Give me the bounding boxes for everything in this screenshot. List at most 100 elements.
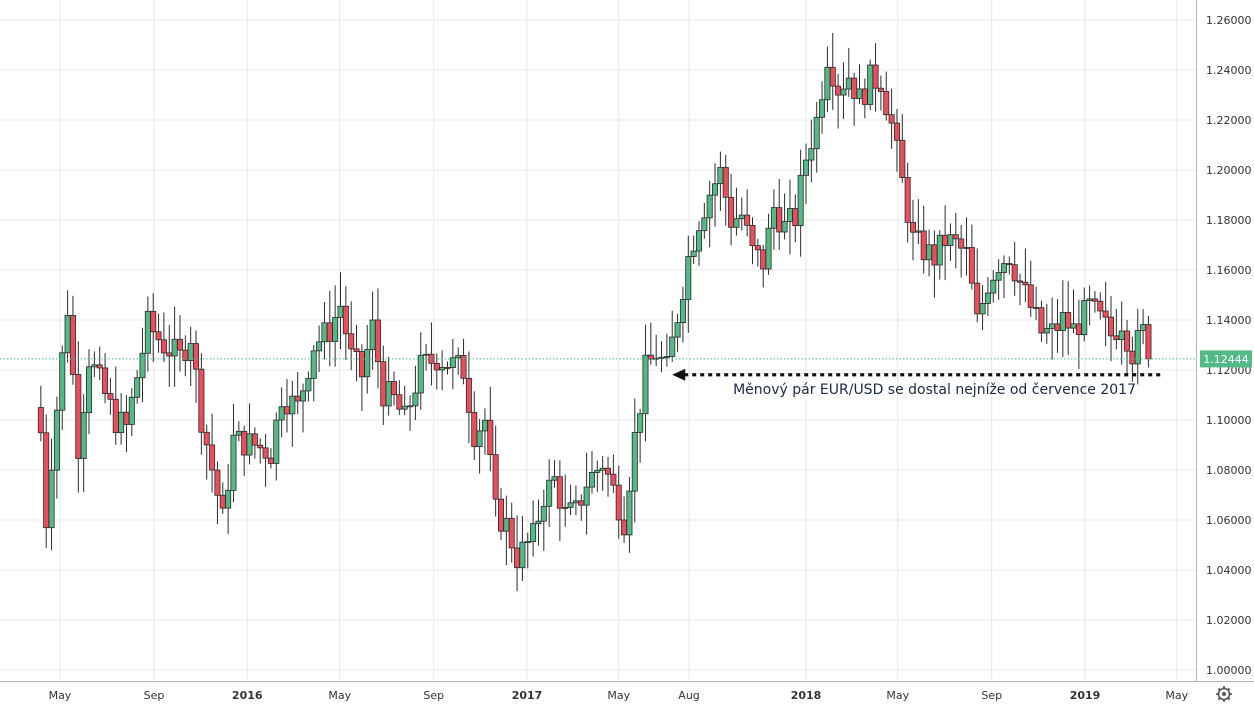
candle	[524, 532, 531, 569]
candle	[118, 393, 125, 445]
candle	[556, 460, 563, 541]
candle	[294, 371, 301, 415]
candle-body	[621, 519, 628, 536]
candle	[712, 163, 719, 227]
candle	[209, 413, 216, 493]
candle	[1049, 297, 1056, 360]
candle-body	[695, 230, 702, 252]
candle-body	[96, 364, 103, 369]
candle-body	[235, 430, 242, 436]
candle-body	[433, 362, 440, 371]
x-tick-label: 2016	[232, 689, 263, 702]
candle	[96, 346, 103, 380]
candle-body	[1086, 298, 1093, 301]
candle-body	[899, 139, 906, 178]
candle-body	[669, 336, 676, 357]
candle	[706, 180, 713, 248]
candle-body	[107, 393, 114, 400]
candle-body	[102, 367, 109, 394]
candle	[214, 461, 221, 525]
candle	[963, 217, 970, 276]
candle	[530, 500, 537, 557]
y-tick-label: 1.06000	[1206, 514, 1252, 527]
candle-body	[417, 354, 424, 394]
candle-body	[535, 520, 542, 525]
candle	[225, 464, 232, 535]
x-tick-label: Sep	[144, 689, 165, 702]
candle-body	[1070, 323, 1077, 329]
candle	[80, 394, 87, 493]
candle-body	[144, 310, 151, 354]
candle-body	[508, 517, 515, 549]
candle	[572, 485, 579, 516]
candle-body	[75, 374, 82, 459]
candle-body	[920, 230, 927, 261]
candle-body	[610, 473, 617, 486]
x-tick-label: May	[328, 689, 351, 702]
candle	[562, 474, 569, 527]
candle	[883, 71, 890, 121]
candle	[241, 425, 248, 477]
candle	[43, 414, 50, 548]
candle-body	[588, 472, 595, 488]
candle	[86, 349, 93, 435]
candle-body	[246, 433, 253, 456]
candle	[840, 62, 847, 120]
candle-body	[926, 244, 933, 261]
candle-body	[449, 357, 456, 368]
x-tick-label: Sep	[423, 689, 444, 702]
candle-body	[540, 505, 547, 522]
candle	[380, 345, 387, 425]
candle	[1065, 281, 1072, 355]
y-tick-label: 1.02000	[1206, 614, 1252, 627]
candle	[492, 425, 499, 517]
candle	[551, 460, 558, 488]
candle	[733, 187, 740, 236]
candle	[872, 43, 879, 112]
candle	[59, 345, 66, 431]
candle-body	[749, 224, 756, 247]
candle-body	[1065, 312, 1072, 329]
candle	[1145, 315, 1152, 368]
settings-button[interactable]	[1216, 686, 1232, 702]
candle-body	[369, 319, 376, 351]
candle-body	[176, 338, 183, 351]
candle-body	[942, 234, 949, 246]
candle	[621, 496, 628, 543]
y-tick-label: 1.10000	[1206, 414, 1252, 427]
candle	[1118, 301, 1125, 365]
candle-body	[198, 368, 205, 433]
candle-body	[936, 234, 943, 266]
candle	[407, 395, 414, 431]
candle	[738, 197, 745, 231]
candle-body	[342, 305, 349, 335]
candle-body	[59, 352, 66, 411]
candle	[326, 290, 333, 367]
candle-body	[219, 494, 226, 509]
candle	[926, 229, 933, 277]
candle	[112, 366, 119, 445]
candle	[342, 286, 349, 360]
candle	[1043, 303, 1050, 344]
candle-body	[1027, 284, 1034, 308]
candle-body	[155, 331, 162, 341]
y-tick-label: 1.26000	[1206, 14, 1252, 27]
candle	[861, 78, 868, 119]
candle-body	[797, 174, 804, 227]
candle-body	[225, 489, 232, 509]
candle	[300, 383, 307, 433]
candle-body	[931, 244, 938, 266]
candle	[1086, 285, 1093, 326]
candle	[754, 238, 761, 267]
candle	[439, 350, 446, 391]
gear-tooth	[1227, 687, 1231, 691]
candle	[626, 476, 633, 553]
candle-body	[877, 87, 884, 92]
candle-body	[187, 343, 194, 361]
candle	[358, 344, 365, 411]
candle-body	[69, 315, 76, 375]
candle-body	[578, 500, 585, 506]
candle	[455, 347, 462, 375]
